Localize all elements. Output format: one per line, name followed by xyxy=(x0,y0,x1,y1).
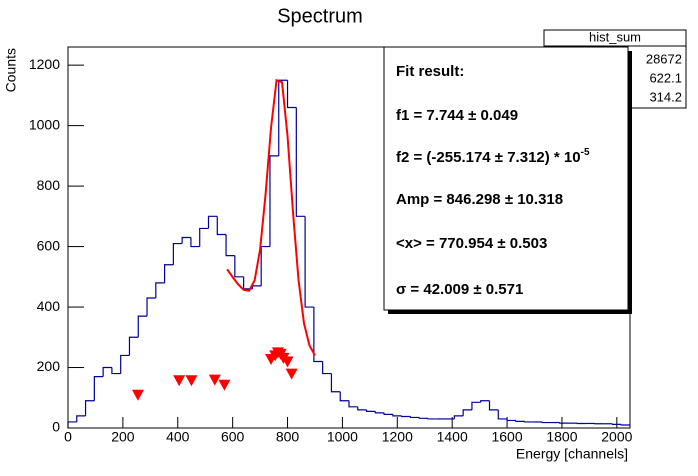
histogram-bin xyxy=(111,367,121,375)
y-tick-label: 600 xyxy=(37,237,61,253)
marker xyxy=(218,379,231,391)
histogram-bin xyxy=(181,236,191,244)
marker xyxy=(281,356,294,368)
histogram-bin xyxy=(401,415,411,418)
histogram-bin xyxy=(199,227,209,247)
histogram-bin xyxy=(102,366,112,377)
stats-value: 28672 xyxy=(646,51,682,66)
histogram-bin xyxy=(207,215,218,229)
x-tick-label: 1800 xyxy=(546,429,577,445)
x-tick-label: 1000 xyxy=(327,429,358,445)
x-tick-label: 1600 xyxy=(491,429,522,445)
histogram-bin xyxy=(330,373,341,393)
histogram-bin xyxy=(304,216,314,308)
histogram-bin xyxy=(559,422,569,424)
histogram-bin xyxy=(488,400,499,411)
histogram-bin xyxy=(93,375,104,401)
marker xyxy=(131,389,144,401)
marker xyxy=(285,368,298,380)
histogram-bin xyxy=(471,401,481,410)
fit-line: σ = 42.009 ± 0.571 xyxy=(396,281,523,298)
histogram-bin xyxy=(497,409,508,420)
stats-value: 314.2 xyxy=(649,89,682,104)
y-tick-label: 1000 xyxy=(29,116,60,132)
y-axis-label: Counts xyxy=(3,48,19,92)
histogram-bin xyxy=(339,391,349,402)
histogram-bin xyxy=(190,237,200,248)
fit-box-frame xyxy=(383,46,629,311)
histogram-bin xyxy=(462,409,472,416)
x-tick-label: 1200 xyxy=(382,429,413,445)
histogram-bin xyxy=(172,242,183,265)
histogram-bin xyxy=(515,420,525,422)
stats-title: hist_sum xyxy=(589,29,641,44)
fit-line: Amp = 846.298 ± 10.318 xyxy=(396,191,563,208)
y-tick-label: 1200 xyxy=(29,56,60,72)
histogram-bin xyxy=(427,418,437,420)
histogram-bin xyxy=(120,354,130,374)
x-tick-label: 600 xyxy=(221,429,245,445)
histogram-bin xyxy=(506,418,516,422)
y-tick-label: 400 xyxy=(37,298,61,314)
marker xyxy=(173,375,186,387)
y-tick-label: 800 xyxy=(37,177,61,193)
y-tick-label: 0 xyxy=(52,419,60,435)
chart-title: Spectrum xyxy=(277,5,363,27)
histogram-bin xyxy=(409,416,420,419)
fit-curve xyxy=(226,78,316,356)
x-tick-label: 400 xyxy=(166,429,190,445)
x-tick-label: 800 xyxy=(276,429,300,445)
x-axis-label: Energy [channels] xyxy=(516,446,628,462)
histogram-bin xyxy=(137,315,148,338)
histogram-bin xyxy=(313,307,323,363)
histogram-bin xyxy=(357,406,367,411)
histogram-bin xyxy=(295,107,306,217)
histogram-bin xyxy=(620,424,630,426)
histogram-bin xyxy=(392,414,402,417)
histogram-bin xyxy=(374,411,385,414)
marker xyxy=(208,374,221,386)
histogram-bin xyxy=(453,415,464,419)
histogram-bin xyxy=(480,400,490,403)
histogram-bin xyxy=(611,423,622,425)
histogram-bin xyxy=(76,415,86,422)
fit-exponent: -5 xyxy=(581,147,590,158)
y-tick-label: 200 xyxy=(37,358,61,374)
histogram-bin xyxy=(146,297,156,317)
x-tick-label: 2000 xyxy=(601,429,632,445)
histogram-bin xyxy=(286,80,297,109)
histogram-bin xyxy=(163,264,174,283)
histogram-bin xyxy=(348,400,358,408)
histogram-bin xyxy=(225,234,235,257)
fit-line: f1 = 7.744 ± 0.049 xyxy=(396,107,518,124)
plot-area xyxy=(67,64,630,429)
fit-line: f2 = (-255.174 ± 7.312) * 10-5 xyxy=(396,147,590,166)
x-tick-label: 200 xyxy=(111,429,135,445)
histogram-bin xyxy=(128,336,139,356)
fit-box: Fit result: f1 = 7.744 ± 0.049 f2 = (-25… xyxy=(383,46,632,314)
histogram-bin xyxy=(234,255,244,278)
fit-line: <x> = 770.954 ± 0.503 xyxy=(396,235,547,252)
histogram-bin xyxy=(541,421,551,424)
fit-line-text: f2 = (-255.174 ± 7.312) * 10 xyxy=(396,149,581,166)
histogram-bin xyxy=(216,216,227,236)
histogram-bin xyxy=(155,282,165,298)
histogram-bin xyxy=(365,409,376,412)
x-tick-label: 0 xyxy=(64,429,72,445)
histogram-bin xyxy=(383,412,393,415)
fit-title: Fit result: xyxy=(396,63,464,80)
x-tick-label: 1400 xyxy=(437,429,468,445)
stats-value: 622.1 xyxy=(649,70,682,85)
marker xyxy=(185,375,198,387)
histogram-bin xyxy=(84,400,95,416)
histogram-bin xyxy=(418,417,429,419)
histogram-bin xyxy=(524,421,534,423)
histogram-bin xyxy=(322,361,332,375)
histogram-bin xyxy=(269,155,279,247)
